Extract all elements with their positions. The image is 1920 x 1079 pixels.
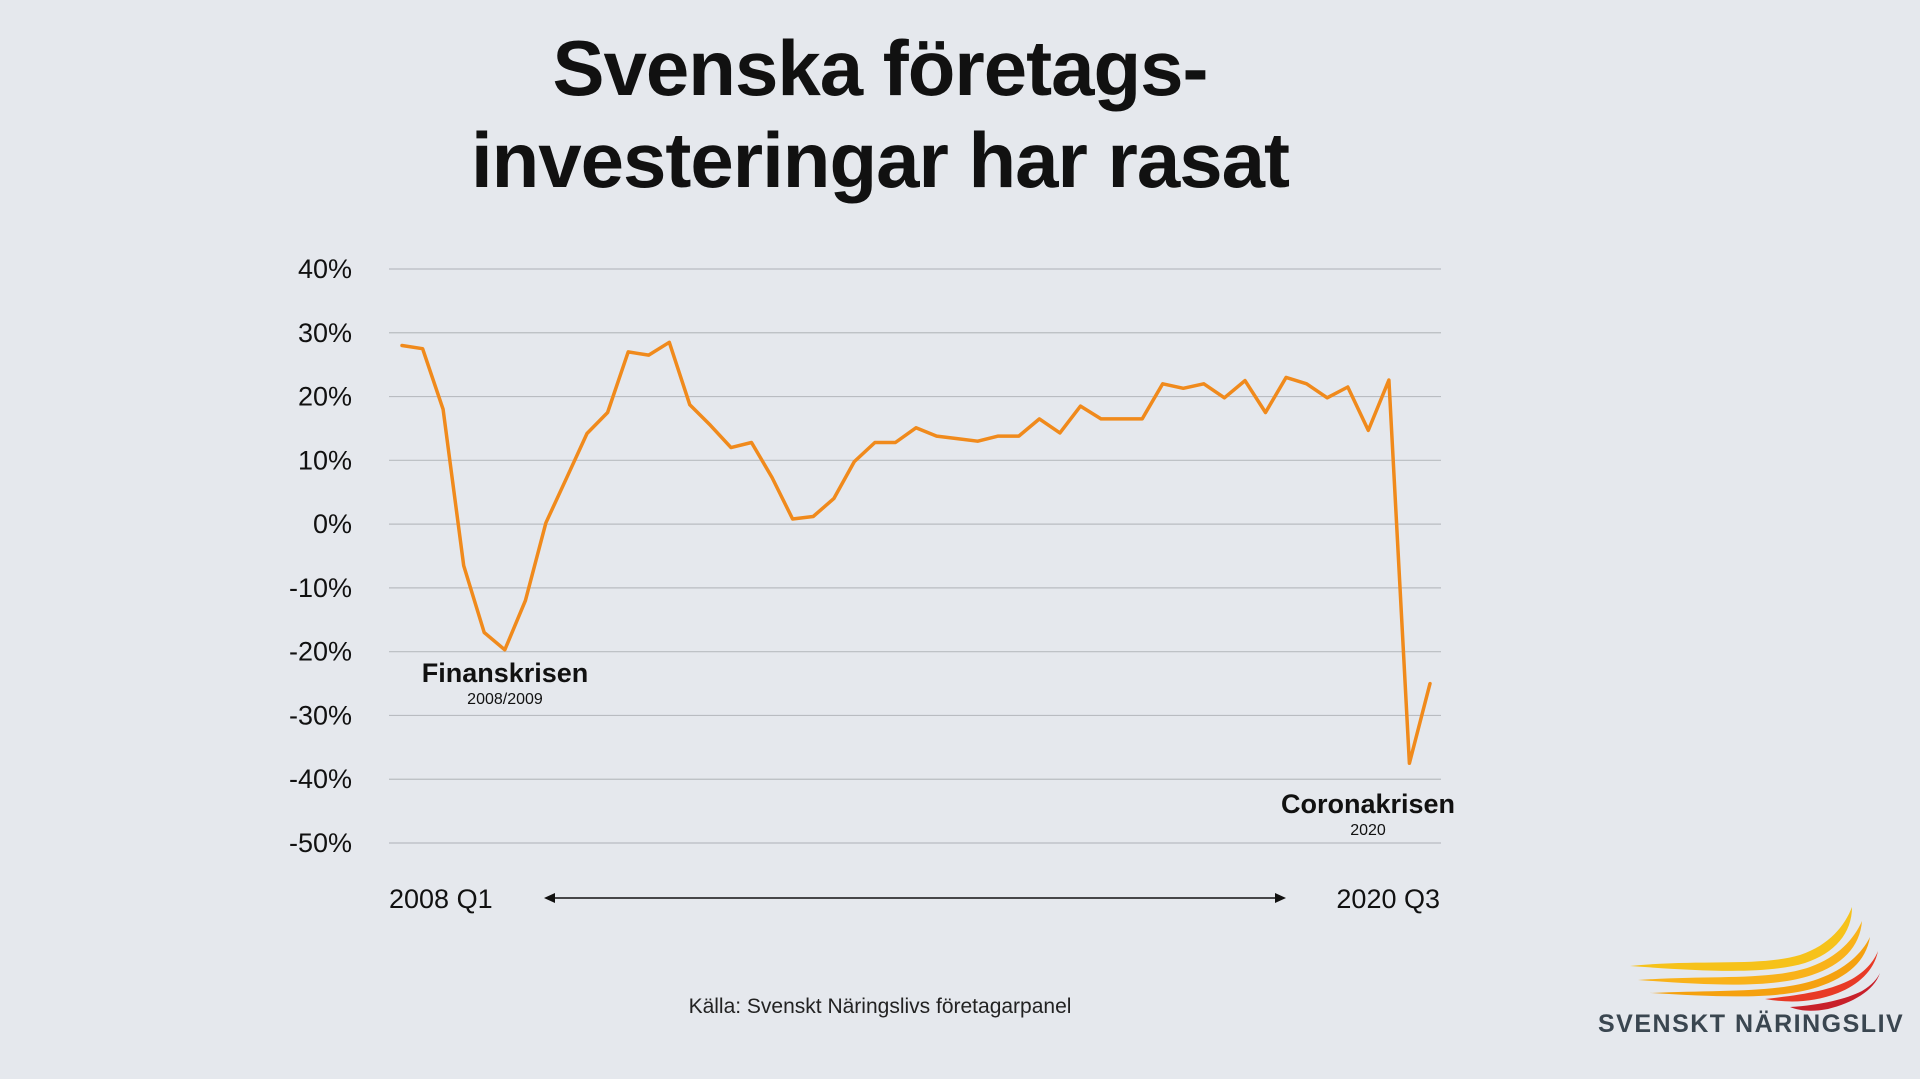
y-tick-label: 30%: [298, 318, 352, 348]
y-tick-label: -40%: [289, 764, 352, 794]
source-note: Källa: Svenskt Näringslivs företagarpane…: [688, 995, 1072, 1018]
x-axis-start-label: 2008 Q1: [389, 884, 493, 914]
y-tick-label: 10%: [298, 445, 352, 475]
series-line-path: [400, 340, 1432, 766]
logo-text: SVENSKT NÄRINGSLIV: [1598, 1010, 1905, 1038]
annotation-subtitle: 2008/2009: [467, 691, 543, 708]
annotation-title: Finanskrisen: [422, 658, 589, 688]
logo-wing-5: [1790, 973, 1880, 1011]
chart-title: Svenska företags- investeringar har rasa…: [0, 22, 1760, 206]
y-tick-label: -30%: [289, 700, 352, 730]
y-tick-label: 0%: [313, 509, 352, 539]
grid-lines: [389, 268, 1441, 844]
chart-title-line-2: investeringar har rasat: [470, 116, 1290, 204]
logo-wing-3: [1650, 937, 1870, 997]
annotations: Finanskrisen 2008/2009 Coronakrisen 2020: [422, 658, 1455, 839]
series-line: [400, 340, 1432, 766]
annotation-title: Coronakrisen: [1281, 789, 1455, 819]
y-tick-label: 40%: [298, 254, 352, 284]
x-axis-end-label: 2020 Q3: [1336, 884, 1440, 914]
logo-wing-4: [1765, 951, 1878, 1002]
y-axis-tick-labels: 40% 30% 20% 10% 0% -10% -20% -30% -40% -50%: [289, 254, 352, 858]
arrow-head-right: [1275, 893, 1286, 903]
chart-title-line-1: Svenska företags-: [552, 24, 1209, 112]
arrow-head-left: [544, 893, 555, 903]
annotation-subtitle: 2020: [1350, 822, 1386, 839]
y-tick-label: -10%: [289, 573, 352, 603]
logo-wing-1: [1630, 907, 1852, 971]
logo-wing-2: [1638, 921, 1862, 985]
svenskt-naringsliv-logo: [1630, 907, 1880, 1011]
x-axis: 2008 Q1 2020 Q3: [389, 884, 1440, 914]
y-tick-label: -50%: [289, 828, 352, 858]
y-tick-label: -20%: [289, 637, 352, 667]
y-tick-label: 20%: [298, 382, 352, 412]
